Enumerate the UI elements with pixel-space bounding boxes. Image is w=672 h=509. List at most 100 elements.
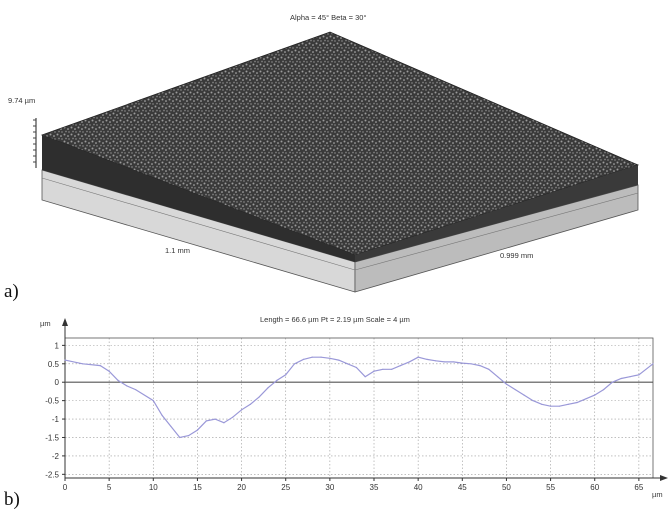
profile-point: [135, 388, 137, 391]
profile-point: [346, 363, 349, 365]
x-tick-label: 30: [325, 483, 334, 492]
profile-point: [594, 394, 596, 396]
x-tick-label: 5: [107, 483, 112, 492]
profile-point: [585, 398, 587, 400]
profile-point: [514, 388, 516, 391]
profile-point: [117, 379, 119, 381]
x-tick-label: 0: [63, 483, 68, 492]
x-extent-label: 1.1 mm: [165, 246, 190, 255]
profile-point: [249, 403, 252, 405]
y-tick-label: -0.5: [45, 397, 59, 406]
profile-point: [620, 377, 622, 380]
view-angles-text: Alpha = 45° Beta = 30°: [290, 13, 366, 22]
profile-point: [479, 365, 481, 367]
profile-point: [452, 361, 455, 363]
panel-b-profile-chart: Length = 66.6 µm Pt = 2.19 µm Scale = 4 …: [4, 315, 668, 509]
profile-point: [505, 383, 508, 385]
panel-a-surface-plot: Alpha = 45° Beta = 30° 9.74 µm 1.1 mm 0.…: [4, 13, 640, 302]
x-axis-arrow: [660, 475, 668, 481]
profile-point: [82, 363, 84, 365]
profile-point: [652, 363, 654, 365]
chart-grid: [64, 338, 653, 478]
chart-title: Length = 66.6 µm Pt = 2.19 µm Scale = 4 …: [260, 315, 410, 324]
profile-point: [470, 363, 472, 365]
panel-a-label: a): [4, 281, 19, 302]
profile-point: [232, 416, 234, 418]
profile-point: [99, 365, 101, 367]
height-scale-bar: [33, 118, 37, 168]
profile-point: [382, 368, 384, 370]
y-tick-label: -2.5: [45, 470, 59, 479]
profile-point: [461, 362, 463, 364]
profile-point: [223, 422, 225, 424]
profile-point: [488, 368, 490, 370]
profile-point: [426, 358, 428, 360]
profile-point: [638, 374, 640, 376]
profile-point: [196, 429, 199, 431]
x-tick-label: 15: [193, 483, 202, 492]
profile-point: [320, 356, 322, 358]
surface-front-left-edge: [42, 135, 355, 262]
profile-point: [444, 361, 446, 363]
y-tick-label: 0: [55, 378, 60, 387]
profile-point: [267, 387, 269, 389]
profile-point: [355, 366, 357, 369]
y-extent-label: 0.999 mm: [500, 251, 533, 260]
profile-point: [276, 379, 278, 381]
profile-point: [373, 370, 375, 372]
profile-point: [293, 363, 296, 365]
profile-point: [532, 400, 534, 402]
x-tick-label: 35: [370, 483, 379, 492]
x-tick-labels: 0 5 10 15 20 25 30 35 40 45 50 55 60 65: [63, 478, 644, 492]
profile-point: [214, 418, 216, 420]
profile-point: [64, 359, 66, 361]
profile-point: [161, 414, 163, 416]
y-tick-label: -1.5: [45, 433, 59, 442]
profile-series-points: [64, 356, 654, 439]
profile-point: [311, 356, 313, 358]
x-axis-unit: µm: [652, 490, 663, 499]
profile-point: [126, 385, 128, 387]
profile-point: [576, 401, 578, 404]
profile-point: [285, 374, 287, 376]
profile-series-line: [64, 356, 654, 439]
profile-point: [152, 400, 154, 402]
y-axis-label: µm: [40, 319, 51, 328]
x-tick-label: 10: [149, 483, 158, 492]
profile-point: [408, 361, 410, 363]
y-tick-label: -1: [52, 415, 60, 424]
y-tick-labels: 1 0.5 0 -0.5 -1 -1.5 -2 -2.5: [45, 341, 65, 479]
profile-point: [188, 435, 190, 437]
x-tick-label: 60: [590, 483, 599, 492]
profile-point: [558, 405, 561, 407]
y-axis-arrow: [62, 318, 68, 326]
x-tick-label: 40: [414, 483, 423, 492]
profile-point: [417, 356, 419, 358]
y-tick-label: 1: [55, 341, 60, 350]
profile-point: [364, 376, 366, 378]
profile-point: [302, 358, 304, 360]
height-label: 9.74 µm: [8, 96, 35, 105]
profile-point: [549, 405, 552, 407]
x-tick-label: 55: [546, 483, 555, 492]
x-tick-label: 65: [634, 483, 643, 492]
x-tick-label: 45: [458, 483, 467, 492]
profile-point: [258, 396, 260, 398]
profile-point: [179, 436, 181, 439]
profile-point: [541, 403, 543, 405]
profile-point: [567, 403, 569, 405]
profile-point: [205, 420, 207, 422]
surface-front-right-edge: [355, 165, 638, 262]
profile-point: [629, 376, 631, 378]
y-tick-label: 0.5: [48, 360, 60, 369]
profile-point: [329, 357, 331, 359]
profile-point: [170, 425, 172, 428]
profile-point: [338, 359, 340, 361]
profile-point: [523, 394, 525, 396]
profile-point: [391, 368, 393, 370]
base-front-right-face: [354, 184, 639, 293]
profile-point: [240, 409, 243, 411]
profile-point: [602, 388, 605, 391]
x-tick-label: 25: [281, 483, 290, 492]
